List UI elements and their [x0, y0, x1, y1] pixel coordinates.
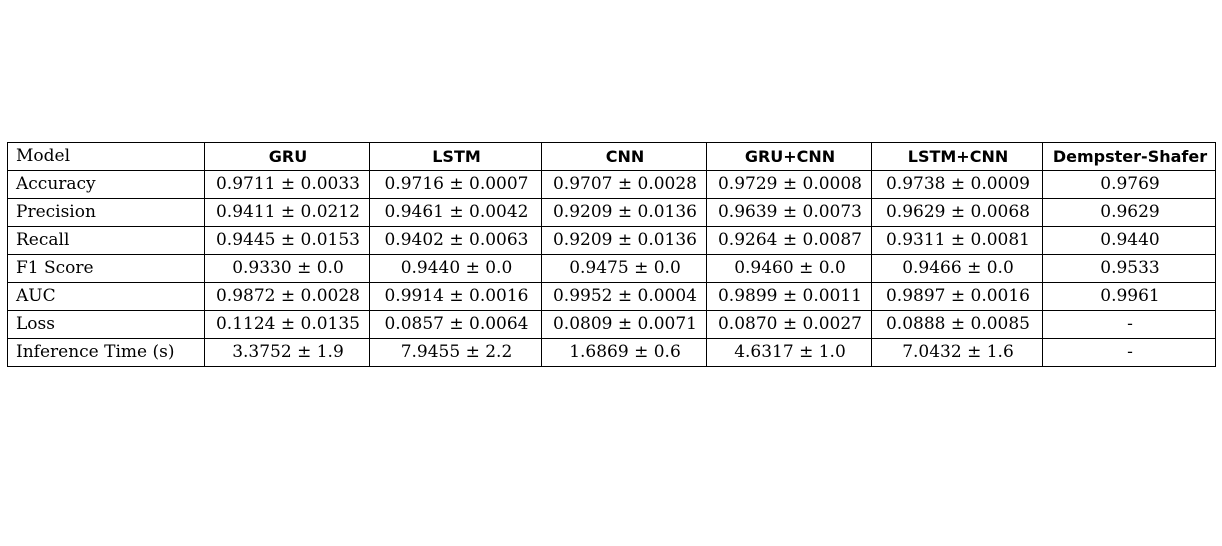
- column-header-lstm: LSTM: [369, 142, 542, 171]
- table-cell: 0.9440: [1042, 226, 1216, 255]
- table-row-f1-score: F1 Score 0.9330 ± 0.0 0.9440 ± 0.0 0.947…: [7, 254, 1216, 283]
- table-cell: 0.9264 ± 0.0087: [706, 226, 872, 255]
- table-cell: 0.9209 ± 0.0136: [541, 198, 707, 227]
- table-row-inference-time: Inference Time (s) 3.3752 ± 1.9 7.9455 ±…: [7, 338, 1216, 367]
- table-cell: 0.1124 ± 0.0135: [204, 310, 370, 339]
- column-header-cnn: CNN: [541, 142, 707, 171]
- table-cell: 4.6317 ± 1.0: [706, 338, 872, 367]
- row-label: Precision: [7, 198, 205, 227]
- table-row-recall: Recall 0.9445 ± 0.0153 0.9402 ± 0.0063 0…: [7, 226, 1216, 255]
- table-cell: 0.9707 ± 0.0028: [541, 170, 707, 199]
- column-header-lstm-cnn: LSTM+CNN: [871, 142, 1043, 171]
- table-cell: 1.6869 ± 0.6: [541, 338, 707, 367]
- column-header-model: Model: [7, 142, 205, 171]
- table-cell: 0.0809 ± 0.0071: [541, 310, 707, 339]
- row-label: Inference Time (s): [7, 338, 205, 367]
- table-cell: 0.9639 ± 0.0073: [706, 198, 872, 227]
- table-cell: 0.9629: [1042, 198, 1216, 227]
- table-cell: 0.9629 ± 0.0068: [871, 198, 1043, 227]
- table-cell: -: [1042, 338, 1216, 367]
- column-header-gru-cnn: GRU+CNN: [706, 142, 872, 171]
- table-cell: 0.9769: [1042, 170, 1216, 199]
- table-row-precision: Precision 0.9411 ± 0.0212 0.9461 ± 0.004…: [7, 198, 1216, 227]
- column-header-gru: GRU: [204, 142, 370, 171]
- table-cell: 0.0870 ± 0.0027: [706, 310, 872, 339]
- row-label: AUC: [7, 282, 205, 311]
- table-cell: 0.9716 ± 0.0007: [369, 170, 542, 199]
- table-cell: 0.9899 ± 0.0011: [706, 282, 872, 311]
- table-cell: 7.9455 ± 2.2: [369, 338, 542, 367]
- table-cell: 0.9872 ± 0.0028: [204, 282, 370, 311]
- table-cell: 0.9914 ± 0.0016: [369, 282, 542, 311]
- table-cell: 0.9533: [1042, 254, 1216, 283]
- table-cell: 0.9475 ± 0.0: [541, 254, 707, 283]
- table-cell: 0.9402 ± 0.0063: [369, 226, 542, 255]
- table-cell: 7.0432 ± 1.6: [871, 338, 1043, 367]
- table-cell: 0.9952 ± 0.0004: [541, 282, 707, 311]
- table-cell: 0.9738 ± 0.0009: [871, 170, 1043, 199]
- table-cell: 0.9897 ± 0.0016: [871, 282, 1043, 311]
- table-cell: 0.9440 ± 0.0: [369, 254, 542, 283]
- table-cell: 0.9466 ± 0.0: [871, 254, 1043, 283]
- table-cell: 0.9209 ± 0.0136: [541, 226, 707, 255]
- column-header-dempster-shafer: Dempster-Shafer: [1042, 142, 1216, 171]
- table-cell: 0.9330 ± 0.0: [204, 254, 370, 283]
- table-cell: 0.9461 ± 0.0042: [369, 198, 542, 227]
- results-table: Model GRU LSTM CNN GRU+CNN LSTM+CNN Demp…: [7, 142, 1216, 367]
- row-label: Recall: [7, 226, 205, 255]
- header-row: Model GRU LSTM CNN GRU+CNN LSTM+CNN Demp…: [7, 142, 1216, 171]
- table-cell: 0.0857 ± 0.0064: [369, 310, 542, 339]
- table-cell: 0.9711 ± 0.0033: [204, 170, 370, 199]
- table-cell: 0.9445 ± 0.0153: [204, 226, 370, 255]
- table-row-loss: Loss 0.1124 ± 0.0135 0.0857 ± 0.0064 0.0…: [7, 310, 1216, 339]
- table-cell: -: [1042, 310, 1216, 339]
- table-cell: 0.0888 ± 0.0085: [871, 310, 1043, 339]
- table-cell: 0.9961: [1042, 282, 1216, 311]
- table-cell: 3.3752 ± 1.9: [204, 338, 370, 367]
- table-cell: 0.9311 ± 0.0081: [871, 226, 1043, 255]
- table-cell: 0.9411 ± 0.0212: [204, 198, 370, 227]
- table-cell: 0.9729 ± 0.0008: [706, 170, 872, 199]
- row-label: Accuracy: [7, 170, 205, 199]
- table-row-auc: AUC 0.9872 ± 0.0028 0.9914 ± 0.0016 0.99…: [7, 282, 1216, 311]
- row-label: F1 Score: [7, 254, 205, 283]
- table-cell: 0.9460 ± 0.0: [706, 254, 872, 283]
- row-label: Loss: [7, 310, 205, 339]
- table-row-accuracy: Accuracy 0.9711 ± 0.0033 0.9716 ± 0.0007…: [7, 170, 1216, 199]
